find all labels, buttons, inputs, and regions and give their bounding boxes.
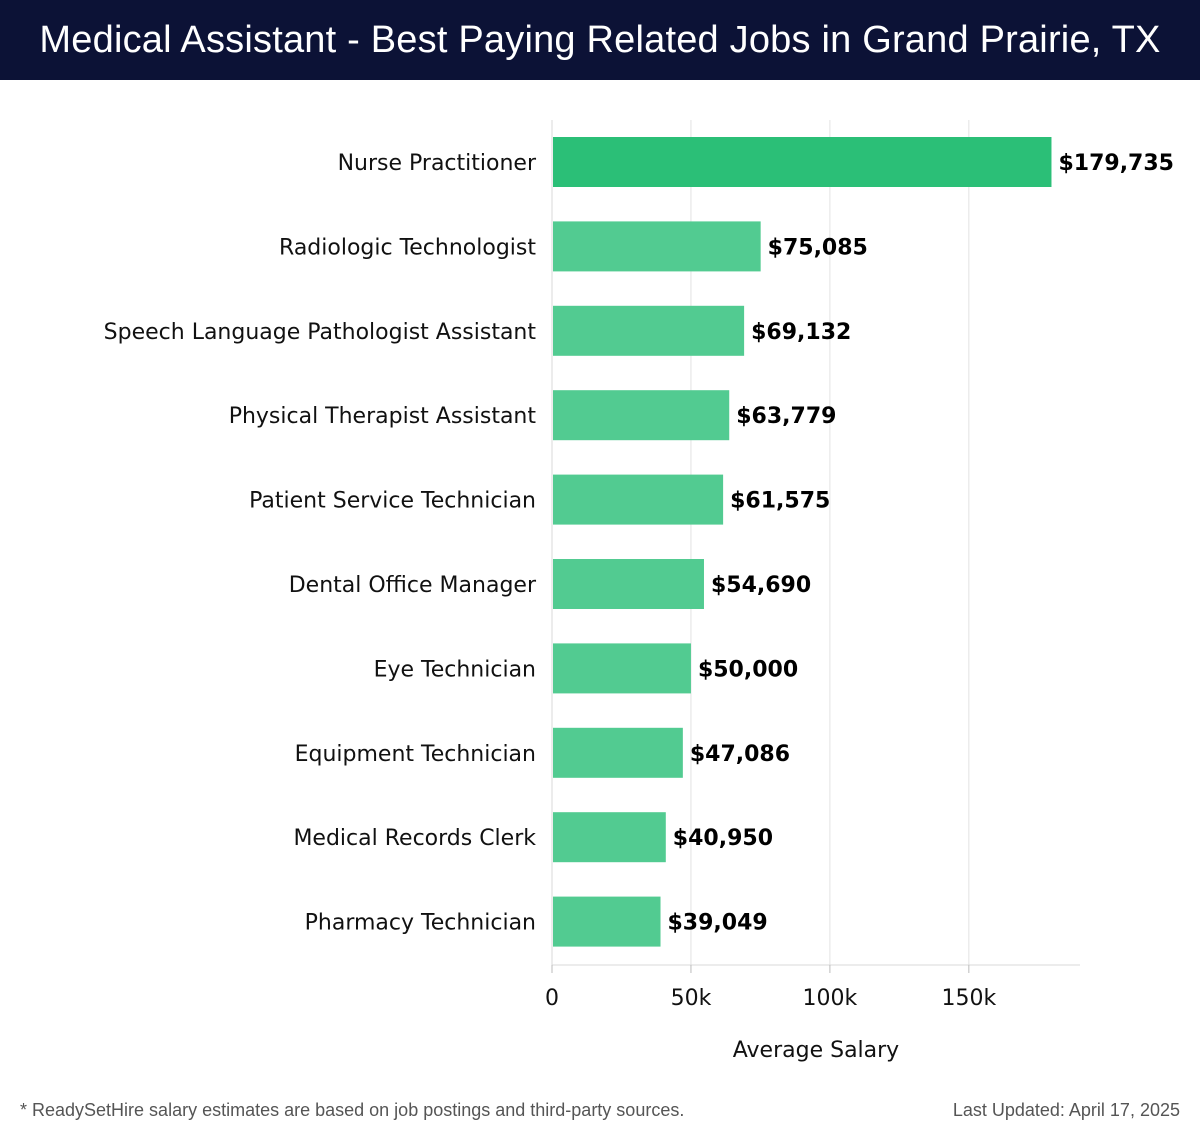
data-label: $75,085 (768, 235, 868, 260)
category-label: Speech Language Pathologist Assistant (104, 320, 537, 345)
bar (553, 812, 666, 863)
bar (553, 221, 761, 272)
footer-note: * ReadySetHire salary estimates are base… (20, 1100, 685, 1120)
chart-title: Medical Assistant - Best Paying Related … (39, 18, 1161, 61)
category-label: Patient Service Technician (249, 489, 536, 514)
category-label: Equipment Technician (295, 742, 536, 767)
data-label: $179,735 (1058, 151, 1174, 176)
category-label: Nurse Practitioner (338, 151, 537, 176)
data-label: $39,049 (668, 911, 768, 936)
bar (553, 474, 724, 525)
bar (553, 896, 661, 947)
bar-chart: Nurse Practitioner $179,735 Radiologic Tec… (104, 120, 1174, 1063)
data-label: $61,575 (730, 489, 830, 514)
bar (553, 643, 691, 694)
data-label: $47,086 (690, 742, 790, 767)
category-label: Physical Therapist Assistant (229, 404, 537, 429)
data-label: $40,950 (673, 826, 773, 851)
category-label: Eye Technician (374, 657, 536, 682)
bar (553, 559, 704, 609)
category-label: Dental Office Manager (289, 573, 537, 598)
bar (553, 727, 683, 778)
data-label: $63,779 (736, 404, 836, 429)
data-label: $54,690 (711, 573, 811, 598)
chart-header: Medical Assistant - Best Paying Related … (0, 0, 1200, 80)
category-label: Pharmacy Technician (305, 911, 536, 936)
tick-label: 100k (803, 986, 858, 1011)
x-axis-title: Average Salary (733, 1038, 899, 1063)
data-label: $69,132 (751, 320, 851, 345)
bar (553, 305, 745, 356)
bar (553, 390, 730, 441)
category-label: Medical Records Clerk (293, 826, 536, 851)
data-label: $50,000 (698, 657, 798, 682)
tick-label: 50k (671, 986, 712, 1011)
category-label: Radiologic Technologist (279, 235, 536, 260)
tick-label: 0 (545, 986, 559, 1011)
tick-label: 150k (941, 986, 996, 1011)
last-updated: Last Updated: April 17, 2025 (952, 1100, 1180, 1120)
bar (553, 137, 1052, 187)
